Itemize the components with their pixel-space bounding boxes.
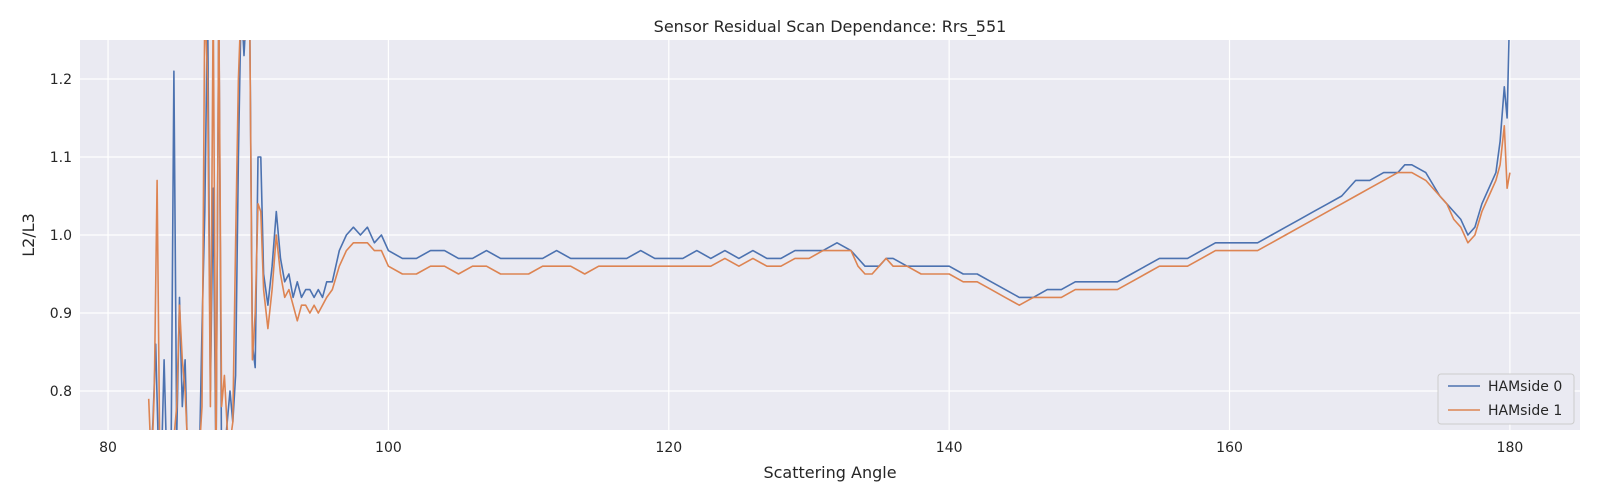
tick-labels: 80 100 120 140 160 180 0.8 0.9 1.0 1.1 1.2 xyxy=(50,72,1524,456)
y-tick-label: 0.8 xyxy=(50,384,72,400)
y-axis-label: L2/L3 xyxy=(19,213,38,257)
grid xyxy=(80,40,1580,430)
series-line-hamside-1 xyxy=(147,40,1511,430)
x-tick-label: 100 xyxy=(375,440,402,456)
x-tick-label: 180 xyxy=(1497,440,1524,456)
y-tick-label: 0.9 xyxy=(50,306,72,322)
x-tick-label: 120 xyxy=(655,440,682,456)
legend-label-hamside-0: HAMside 0 xyxy=(1488,379,1562,395)
x-tick-label: 80 xyxy=(99,440,117,456)
series-group xyxy=(147,40,1511,430)
legend: HAMside 0 HAMside 1 xyxy=(1437,373,1575,425)
x-tick-label: 140 xyxy=(936,440,963,456)
x-tick-label: 160 xyxy=(1216,440,1243,456)
y-tick-label: 1.2 xyxy=(50,72,72,88)
x-axis-label: Scattering Angle xyxy=(763,463,896,482)
y-tick-label: 1.1 xyxy=(50,150,72,166)
y-tick-label: 1.0 xyxy=(50,228,72,244)
legend-label-hamside-1: HAMside 1 xyxy=(1488,403,1562,419)
chart-title: Sensor Residual Scan Dependance: Rrs_551 xyxy=(654,17,1007,37)
